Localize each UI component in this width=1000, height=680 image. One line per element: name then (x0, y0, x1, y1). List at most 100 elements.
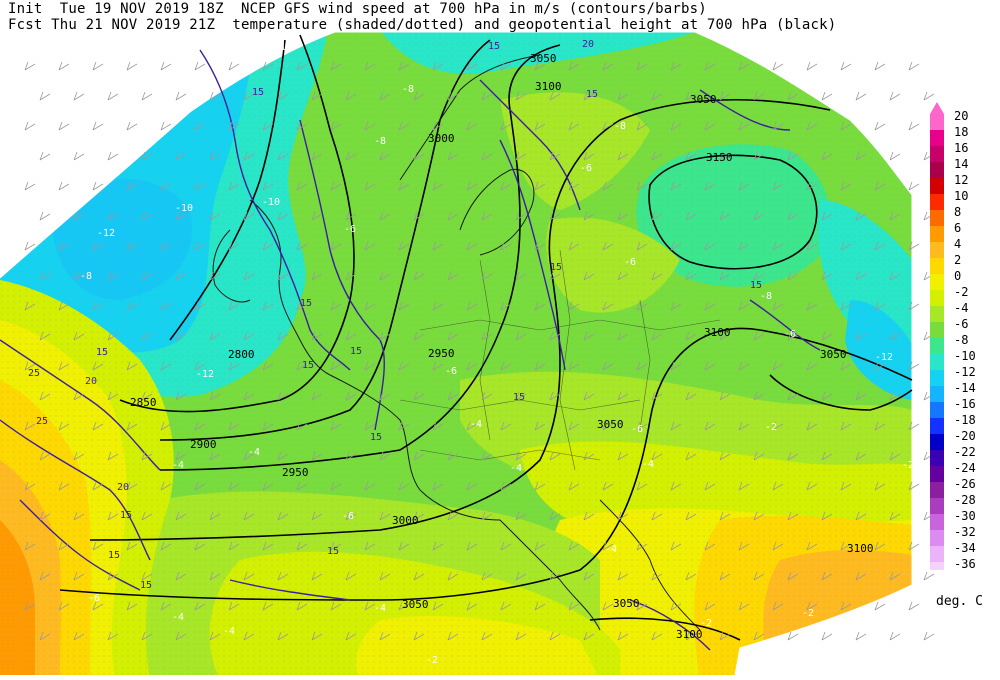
legend-label: -30 (954, 509, 976, 523)
wind-barb (908, 601, 920, 611)
wind-barb (855, 511, 867, 521)
wind-barb (651, 631, 663, 641)
legend-label: -6 (954, 317, 968, 331)
wind-barb (889, 631, 901, 641)
temperature-legend: 20181614121086420-2-4-6-8-10-12-14-16-18… (930, 102, 976, 570)
wind-barb (685, 211, 697, 221)
wind-barb (617, 211, 629, 221)
wind-barb (549, 571, 561, 581)
wind-barb (194, 61, 206, 71)
legend-label: 16 (954, 141, 968, 155)
wind-barb (787, 451, 799, 461)
wind-barb (617, 451, 629, 461)
wind-barb (602, 181, 614, 191)
wind-barb (753, 451, 765, 461)
wind-barb (398, 541, 410, 551)
wind-barb (500, 181, 512, 191)
wind-barb (738, 121, 750, 131)
wind-barb (481, 91, 493, 101)
wind-barb (141, 151, 153, 161)
legend-label: -26 (954, 477, 976, 491)
wind-barb (160, 121, 172, 131)
wind-barb (209, 331, 221, 341)
wind-barb (413, 451, 425, 461)
wind-barb (398, 241, 410, 251)
legend-swatch (930, 450, 944, 466)
wind-barb (92, 241, 104, 251)
wind-barb (821, 451, 833, 461)
wind-barb (889, 391, 901, 401)
wind-barb (345, 271, 357, 281)
wind-barb (466, 601, 478, 611)
legend-swatch (930, 386, 944, 402)
wind-barb (602, 601, 614, 611)
wind-barb (738, 481, 750, 491)
wind-barb (209, 631, 221, 641)
wind-barb (908, 541, 920, 551)
wind-barb (704, 421, 716, 431)
wind-barb (534, 541, 546, 551)
wind-barb (228, 481, 240, 491)
legend-label: 18 (954, 125, 968, 139)
wind-barb (447, 511, 459, 521)
wind-barb (39, 451, 51, 461)
wind-barb (821, 271, 833, 281)
legend-label: -22 (954, 445, 976, 459)
wind-label: 15 (300, 298, 312, 309)
wind-barb (753, 91, 765, 101)
wind-barb (651, 451, 663, 461)
wind-barb (889, 271, 901, 281)
wind-barb (345, 451, 357, 461)
wind-barb (39, 331, 51, 341)
wind-barb (651, 211, 663, 221)
wind-barbs (24, 61, 935, 641)
wind-barb (379, 391, 391, 401)
wind-barb (141, 511, 153, 521)
wind-barb (685, 571, 697, 581)
wind-barb (685, 391, 697, 401)
wind-barb (670, 121, 682, 131)
wind-barb (821, 391, 833, 401)
wind-barb (228, 421, 240, 431)
wind-barb (704, 121, 716, 131)
wind-barb (364, 121, 376, 131)
wind-barb (194, 601, 206, 611)
temp-label: -4 (223, 626, 235, 637)
wind-barb (821, 91, 833, 101)
wind-barb (636, 481, 648, 491)
wind-barb (58, 181, 70, 191)
wind-barb (704, 301, 716, 311)
wind-barb (228, 241, 240, 251)
wind-barb (379, 91, 391, 101)
wind-barb (704, 241, 716, 251)
wind-barb (719, 631, 731, 641)
wind-barb (413, 91, 425, 101)
wind-label: 15 (96, 347, 108, 358)
wind-barb (413, 331, 425, 341)
wind-barb (787, 91, 799, 101)
wind-barb (855, 91, 867, 101)
wind-barb (379, 331, 391, 341)
wind-barb (160, 421, 172, 431)
wind-barb (364, 61, 376, 71)
wind-barb (126, 481, 138, 491)
wind-barb (379, 571, 391, 581)
wind-barb (379, 211, 391, 221)
legend-unit: deg. C (936, 594, 983, 609)
wind-barb (787, 391, 799, 401)
wind-barb (840, 121, 852, 131)
wind-barb (58, 601, 70, 611)
wind-barb (39, 391, 51, 401)
wind-barb (311, 511, 323, 521)
wind-barb (107, 211, 119, 221)
wind-barb (908, 421, 920, 431)
wind-contours (0, 49, 821, 651)
wind-barb (583, 211, 595, 221)
wind-barb (413, 511, 425, 521)
temp-label: -6 (580, 163, 592, 174)
wind-barb (772, 601, 784, 611)
wind-barb (141, 271, 153, 281)
temp-label: -2 (902, 460, 914, 471)
wind-barb (636, 61, 648, 71)
height-label: 3100 (847, 542, 874, 555)
